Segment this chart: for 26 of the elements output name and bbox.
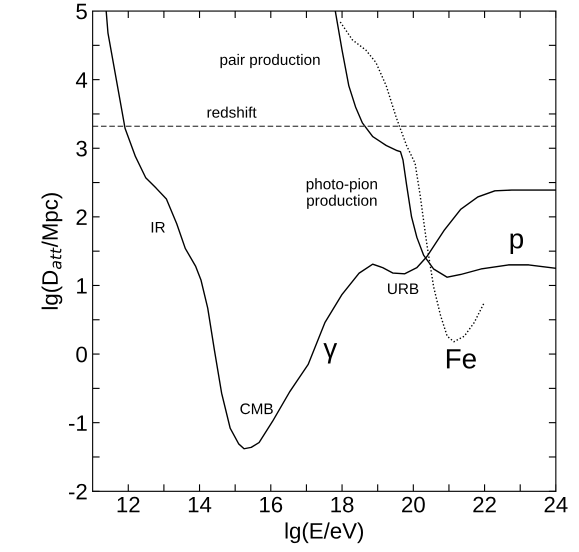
annotation: IR (152, 222, 165, 233)
y-tick-label: 1 (77, 278, 87, 294)
x-tick-label: 18 (331, 496, 354, 512)
annotation: URB (388, 284, 418, 294)
annotation: photo-pion production (306, 178, 377, 209)
y-tick-label: 2 (76, 209, 87, 225)
x-tick-label: 20 (402, 496, 425, 512)
y-tick-label: 3 (76, 140, 87, 157)
y-tick-label: 5 (76, 4, 87, 20)
annotation: p (510, 233, 524, 254)
x-tick-label: 12 (118, 496, 140, 512)
x-tick-label: 16 (260, 496, 282, 512)
annotation: CMB (240, 403, 273, 414)
y-axis-title: lg(D$_{att}$/Mpc) (42, 193, 62, 310)
ref-line-label: redshift (208, 106, 257, 118)
y-tick-label: -2 (69, 484, 87, 500)
x-axis-title: lg(E/eV) (286, 522, 363, 544)
x-tick-label: 24 (544, 496, 568, 512)
y-tick-label: -1 (69, 415, 87, 431)
x-tick-label: 14 (188, 496, 212, 512)
y-tick-label: 0 (76, 346, 87, 362)
annotation: γ (323, 343, 338, 364)
annotation: Fe (446, 349, 476, 369)
y-tick-label: 4 (76, 72, 88, 88)
annotation: pair production (220, 54, 320, 68)
x-tick-label: 22 (473, 496, 496, 512)
